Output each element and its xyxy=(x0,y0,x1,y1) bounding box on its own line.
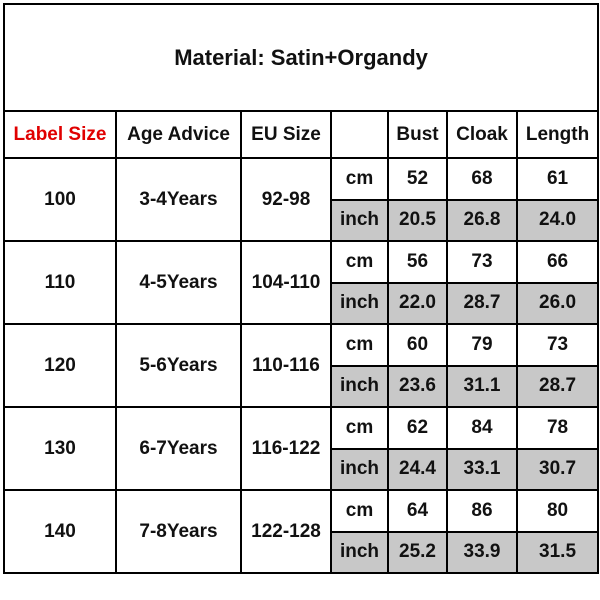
label-size-cell: 130 xyxy=(3,406,117,491)
unit-cell: cm xyxy=(330,323,389,367)
value-cell: 28.7 xyxy=(515,364,600,408)
label-size-cell: 120 xyxy=(3,323,117,408)
table-body: Material: Satin+Organdy Label Size Age A… xyxy=(2,3,600,574)
age-cell: 7-8Years xyxy=(115,489,242,574)
eu-size-cell: 122-128 xyxy=(240,489,332,574)
value-cell: 30.7 xyxy=(515,447,600,491)
value-cell: 23.6 xyxy=(387,364,448,408)
unit-cell: cm xyxy=(330,157,389,201)
unit-cell: inch xyxy=(330,281,389,325)
header-cell: EU Size xyxy=(240,110,332,159)
table-title: Material: Satin+Organdy xyxy=(2,3,600,112)
cm-row: 110 4-5Years 104-110 cm 56 73 66 xyxy=(3,240,600,325)
value-cell: 62 xyxy=(387,406,448,450)
value-cell: 68 xyxy=(446,157,518,201)
value-cell: 61 xyxy=(515,157,600,201)
eu-size-cell: 92-98 xyxy=(240,157,332,242)
label-size-cell: 100 xyxy=(3,157,117,242)
value-cell: 31.5 xyxy=(515,530,600,574)
unit-cell: inch xyxy=(330,364,389,408)
value-cell: 80 xyxy=(515,489,600,533)
value-cell: 28.7 xyxy=(446,281,518,325)
header-cell: Age Advice xyxy=(115,110,242,159)
cm-row: 130 6-7Years 116-122 cm 62 84 78 xyxy=(3,406,600,491)
unit-cell: cm xyxy=(330,489,389,533)
cm-row: 140 7-8Years 122-128 cm 64 86 80 xyxy=(3,489,600,574)
inch-row: inch 25.2 33.9 31.5 xyxy=(4,530,600,574)
age-cell: 6-7Years xyxy=(115,406,242,491)
size-table: Material: Satin+Organdy Label Size Age A… xyxy=(2,3,600,574)
value-cell: 26.0 xyxy=(515,281,600,325)
value-cell: 33.9 xyxy=(446,530,518,574)
unit-cell: inch xyxy=(330,530,389,574)
inch-row: inch 23.6 31.1 28.7 xyxy=(4,364,600,408)
header-row: Label Size Age Advice EU Size Bust Cloak… xyxy=(3,110,600,159)
age-cell: 3-4Years xyxy=(115,157,242,242)
header-cell: Length xyxy=(515,110,600,159)
value-cell: 79 xyxy=(446,323,518,367)
unit-cell: inch xyxy=(330,447,389,491)
header-cell: Cloak xyxy=(446,110,518,159)
eu-size-cell: 116-122 xyxy=(240,406,332,491)
eu-size-cell: 104-110 xyxy=(240,240,332,325)
label-size-cell: 140 xyxy=(3,489,117,574)
value-cell: 73 xyxy=(446,240,518,284)
age-cell: 5-6Years xyxy=(115,323,242,408)
header-cell xyxy=(330,110,389,159)
value-cell: 66 xyxy=(515,240,600,284)
header-cell: Label Size xyxy=(3,110,117,159)
inch-row: inch 24.4 33.1 30.7 xyxy=(4,447,600,491)
value-cell: 24.0 xyxy=(515,198,600,242)
value-cell: 84 xyxy=(446,406,518,450)
unit-cell: cm xyxy=(330,406,389,450)
inch-row: inch 20.5 26.8 24.0 xyxy=(4,198,600,242)
unit-cell: inch xyxy=(330,198,389,242)
value-cell: 33.1 xyxy=(446,447,518,491)
value-cell: 20.5 xyxy=(387,198,448,242)
value-cell: 78 xyxy=(515,406,600,450)
unit-cell: cm xyxy=(330,240,389,284)
value-cell: 86 xyxy=(446,489,518,533)
header-cell: Bust xyxy=(387,110,448,159)
cm-row: 100 3-4Years 92-98 cm 52 68 61 xyxy=(3,157,600,242)
value-cell: 22.0 xyxy=(387,281,448,325)
value-cell: 56 xyxy=(387,240,448,284)
value-cell: 31.1 xyxy=(446,364,518,408)
value-cell: 26.8 xyxy=(446,198,518,242)
age-cell: 4-5Years xyxy=(115,240,242,325)
value-cell: 25.2 xyxy=(387,530,448,574)
cm-row: 120 5-6Years 110-116 cm 60 79 73 xyxy=(3,323,600,408)
inch-row: inch 22.0 28.7 26.0 xyxy=(4,281,600,325)
eu-size-cell: 110-116 xyxy=(240,323,332,408)
value-cell: 73 xyxy=(515,323,600,367)
value-cell: 60 xyxy=(387,323,448,367)
label-size-cell: 110 xyxy=(3,240,117,325)
value-cell: 52 xyxy=(387,157,448,201)
value-cell: 24.4 xyxy=(387,447,448,491)
value-cell: 64 xyxy=(387,489,448,533)
